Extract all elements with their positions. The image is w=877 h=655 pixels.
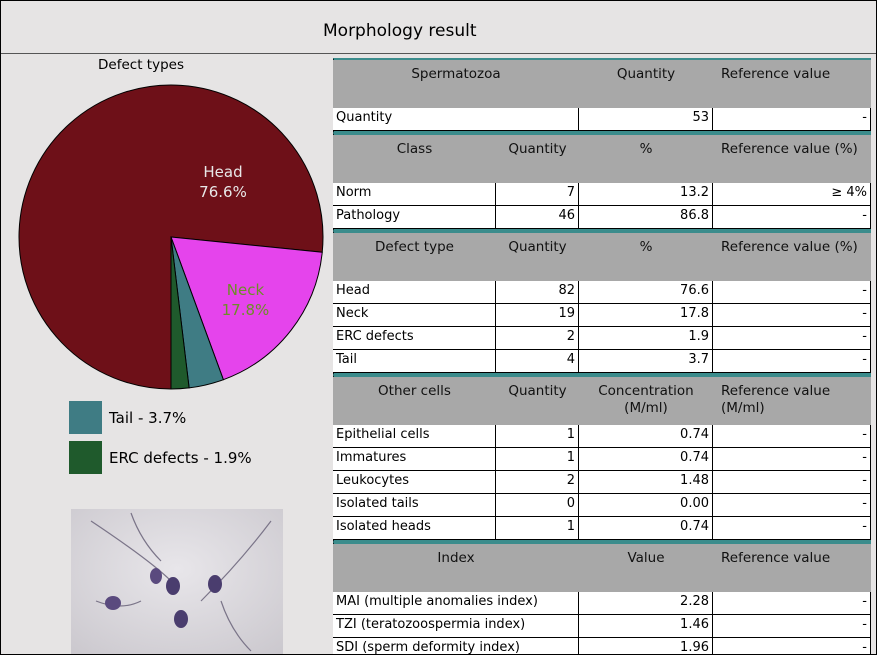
table-cell: - bbox=[713, 517, 871, 540]
table-cell: 0.74 bbox=[579, 517, 713, 540]
table-cell: 2.28 bbox=[579, 592, 713, 615]
table-header-cell: Spermatozoa bbox=[333, 60, 579, 108]
table-header-cell: Defect type bbox=[333, 233, 496, 281]
table-header-cell: Reference value (%) bbox=[713, 135, 871, 183]
table-cell: Leukocytes bbox=[333, 471, 496, 494]
table-cell: 1.96 bbox=[579, 638, 713, 655]
table-cell: - bbox=[713, 206, 871, 229]
table-cell: Epithelial cells bbox=[333, 425, 496, 448]
slice-label: Head bbox=[203, 163, 242, 181]
table-cell: 53 bbox=[579, 108, 713, 131]
table-header-cell: Concentration (M/ml) bbox=[579, 377, 713, 425]
morphology-panel: Morphology result Defect types Head 76.6%… bbox=[0, 0, 877, 655]
table-cell: - bbox=[713, 108, 871, 131]
table-cell: 2 bbox=[496, 327, 579, 350]
table-cell: 0.74 bbox=[579, 425, 713, 448]
table-cell: - bbox=[713, 592, 871, 615]
table-cell: Isolated heads bbox=[333, 517, 496, 540]
table-header-cell: Reference value (M/ml) bbox=[713, 377, 871, 425]
table-cell: 1.48 bbox=[579, 471, 713, 494]
table-cell: - bbox=[713, 638, 871, 655]
table-cell: SDI (sperm deformity index) bbox=[333, 638, 579, 655]
table-header-cell: Quantity bbox=[496, 233, 579, 281]
table-header-cell: Value bbox=[579, 544, 713, 592]
table-cell: Isolated tails bbox=[333, 494, 496, 517]
table-cell: 82 bbox=[496, 281, 579, 304]
table-cell: - bbox=[713, 425, 871, 448]
table-header-cell: Reference value (%) bbox=[713, 233, 871, 281]
table-cell: 19 bbox=[496, 304, 579, 327]
table-cell: ERC defects bbox=[333, 327, 496, 350]
table-cell: 1.9 bbox=[579, 327, 713, 350]
table-cell: 0 bbox=[496, 494, 579, 517]
table-cell: 1 bbox=[496, 517, 579, 540]
table-cell: - bbox=[713, 615, 871, 638]
table-cell: Immatures bbox=[333, 448, 496, 471]
table-cell: - bbox=[713, 350, 871, 373]
table-cell: 3.7 bbox=[579, 350, 713, 373]
legend-swatch bbox=[69, 401, 102, 434]
table-cell: 2 bbox=[496, 471, 579, 494]
table-cell: Tail bbox=[333, 350, 496, 373]
table-cell: 76.6 bbox=[579, 281, 713, 304]
table-cell: TZI (teratozoospermia index) bbox=[333, 615, 579, 638]
table-header-cell: % bbox=[579, 135, 713, 183]
table-cell: 17.8 bbox=[579, 304, 713, 327]
table-cell: - bbox=[713, 471, 871, 494]
slice-label: Neck bbox=[227, 281, 265, 299]
table-cell: MAI (multiple anomalies index) bbox=[333, 592, 579, 615]
table-header-cell: Quantity bbox=[496, 135, 579, 183]
table-cell: 0.00 bbox=[579, 494, 713, 517]
slice-value-label: 17.8% bbox=[222, 301, 270, 319]
table-cell: 46 bbox=[496, 206, 579, 229]
table-header-cell: Reference value bbox=[713, 60, 871, 108]
legend-swatch bbox=[69, 441, 102, 474]
table-cell: 1 bbox=[496, 448, 579, 471]
table-cell: - bbox=[713, 494, 871, 517]
table-cell: - bbox=[713, 327, 871, 350]
table-cell: - bbox=[713, 304, 871, 327]
slice-value-label: 76.6% bbox=[199, 183, 247, 201]
table-header-cell: Other cells bbox=[333, 377, 496, 425]
page-title: Morphology result bbox=[323, 21, 477, 41]
table-cell: Neck bbox=[333, 304, 496, 327]
table-cell: Pathology bbox=[333, 206, 496, 229]
table-cell: 13.2 bbox=[579, 183, 713, 206]
table-cell: Norm bbox=[333, 183, 496, 206]
table-header-cell: Reference value bbox=[713, 544, 871, 592]
table-cell: 86.8 bbox=[579, 206, 713, 229]
legend-label: Tail - 3.7% bbox=[108, 409, 186, 427]
table-cell: 4 bbox=[496, 350, 579, 373]
table-header-cell: Quantity bbox=[496, 377, 579, 425]
table-cell: 0.74 bbox=[579, 448, 713, 471]
table-cell: ≥ 4% bbox=[713, 183, 871, 206]
table-cell: Quantity bbox=[333, 108, 579, 131]
table-header-cell: Index bbox=[333, 544, 579, 592]
sample-photo bbox=[71, 509, 283, 654]
table-cell: - bbox=[713, 448, 871, 471]
table-header-cell: Class bbox=[333, 135, 496, 183]
table-cell: 1 bbox=[496, 425, 579, 448]
table-cell: 1.46 bbox=[579, 615, 713, 638]
table-header-cell: % bbox=[579, 233, 713, 281]
legend-label: ERC defects - 1.9% bbox=[109, 449, 252, 467]
pie-chart: Defect types Head 76.6% Neck 17.8% Tail - 3.… bbox=[1, 1, 331, 654]
table-cell: - bbox=[713, 281, 871, 304]
table-cell: Head bbox=[333, 281, 496, 304]
table-header-cell: Quantity bbox=[579, 60, 713, 108]
chart-title: Defect types bbox=[98, 57, 184, 73]
table-cell: 7 bbox=[496, 183, 579, 206]
